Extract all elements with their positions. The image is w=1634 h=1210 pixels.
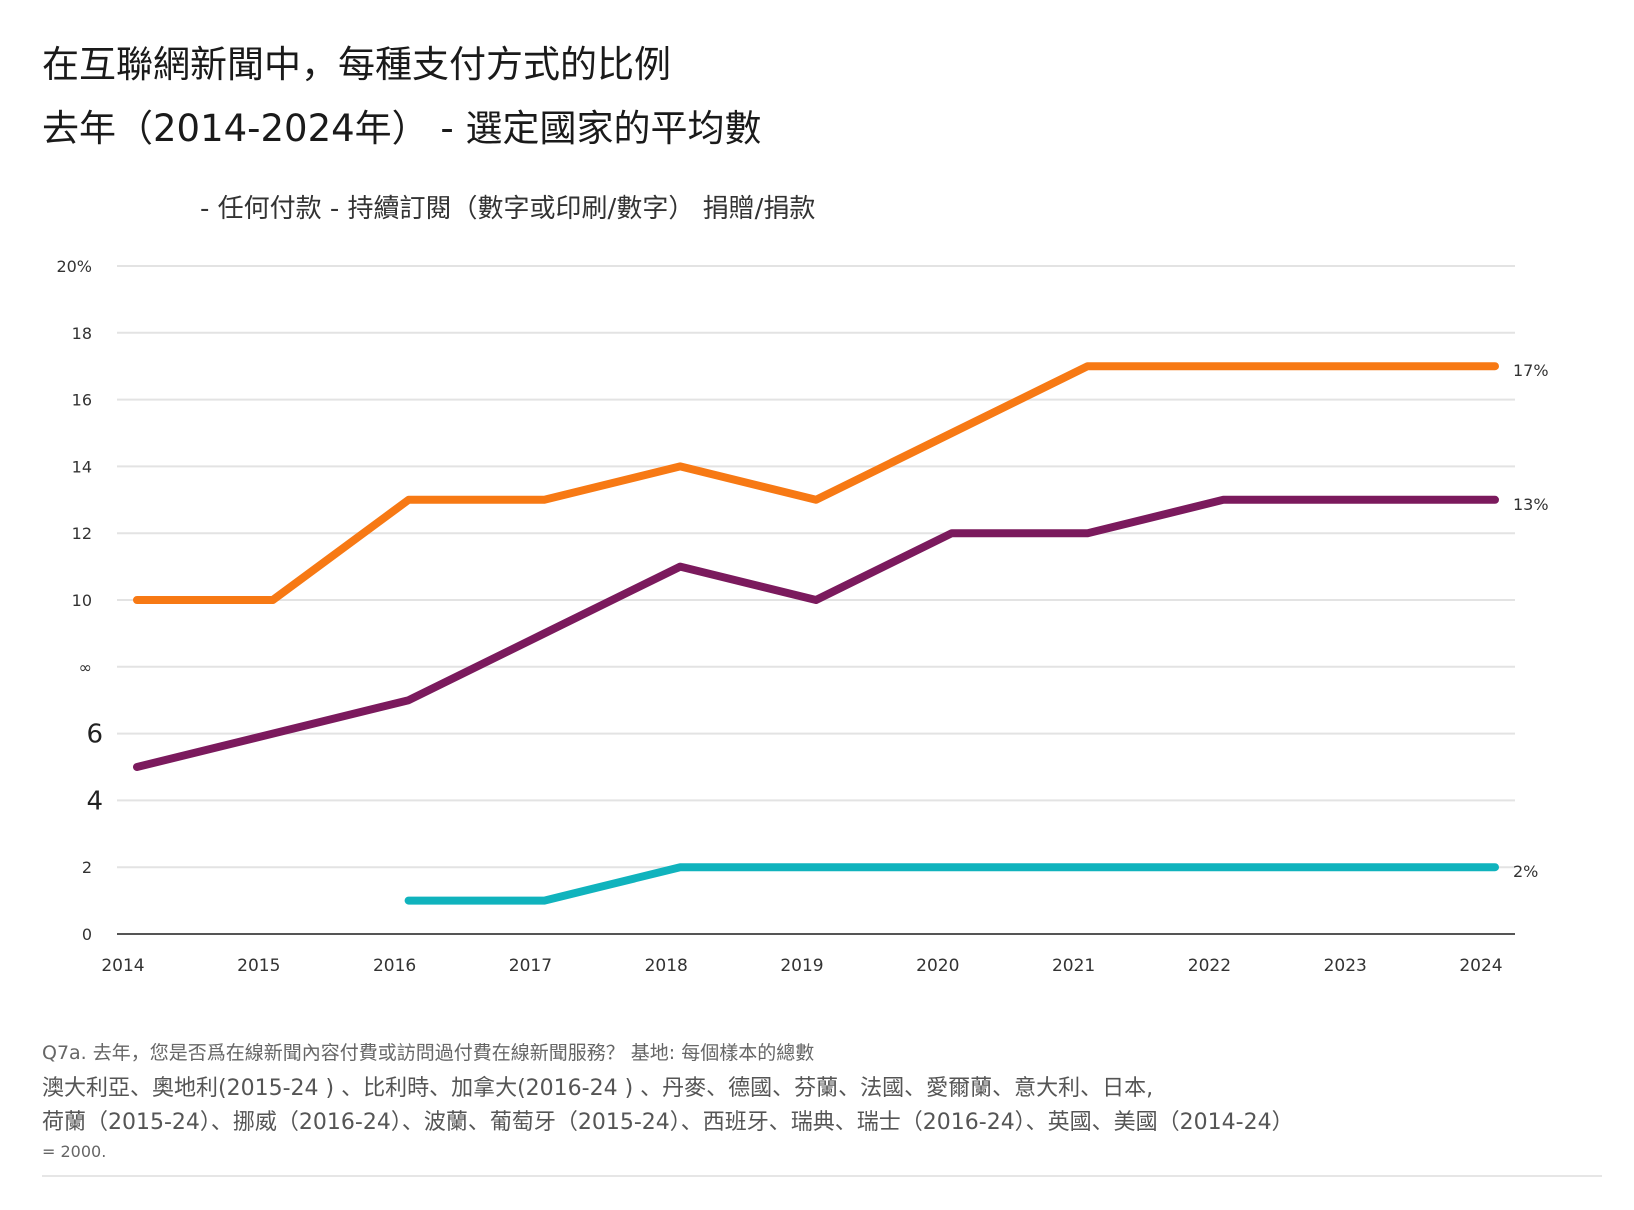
series-line-3 — [404, 863, 1499, 905]
x-tick-label: 2021 — [1052, 956, 1095, 976]
series-line-1 — [133, 362, 1499, 604]
y-tick-label: 4 — [86, 786, 103, 816]
chart-subtitle: 去年（2014-2024年） - 選定國家的平均數 — [42, 107, 762, 150]
end-label-2: 13% — [1513, 495, 1549, 514]
y-tick-label: ∞ — [79, 658, 92, 677]
footnote-countries-1: 澳大利亞、奧地利(2015-24 ) 、比利時、加拿大(2016-24 ) 、丹… — [42, 1076, 1154, 1101]
end-label-3: 2% — [1513, 862, 1538, 881]
x-tick-label: 2014 — [101, 956, 144, 976]
chart-title: 在互聯網新聞中，每種支付方式的比例 — [42, 43, 671, 86]
legend: - 任何付款 - 持續訂閱（數字或印刷/數字） 捐贈/捐款 — [200, 194, 816, 224]
y-tick-label: 2 — [82, 858, 92, 877]
x-tick-label: 2022 — [1188, 956, 1231, 976]
footnote-question: Q7a. 去年，您是否爲在線新聞內容付費或訪問過付費在線新聞服務？ 基地: 每個… — [42, 1042, 815, 1064]
x-tick-label: 2018 — [645, 956, 688, 976]
y-tick-label: 18 — [72, 324, 92, 343]
y-tick-label: 12 — [72, 524, 92, 543]
y-tick-label: 0 — [82, 925, 92, 944]
y-tick-label: 20% — [56, 257, 92, 276]
end-label-1: 17% — [1513, 361, 1549, 380]
line-chart: 0 2 4 6 ∞ 10 12 14 16 18 20% 2014 2015 2016 2017 2018 20… — [56, 257, 1549, 976]
x-tick-label: 2019 — [780, 956, 823, 976]
x-tick-label: 2015 — [237, 956, 280, 976]
footnote-countries-2: 荷蘭（2015-24）、挪威（2016-24）、波蘭、葡萄牙（2015-24）、… — [42, 1110, 1294, 1135]
series-line-2 — [133, 495, 1499, 771]
x-tick-label: 2024 — [1459, 956, 1502, 976]
y-tick-label: 10 — [72, 591, 92, 610]
x-tick-label: 2017 — [509, 956, 552, 976]
x-tick-label: 2016 — [373, 956, 416, 976]
y-tick-label: 6 — [86, 720, 103, 750]
x-tick-label: 2023 — [1324, 956, 1367, 976]
y-tick-label: 14 — [72, 457, 92, 476]
x-tick-label: 2020 — [916, 956, 959, 976]
bottom-divider — [42, 1175, 1602, 1177]
footnote-sample: = 2000. — [42, 1142, 107, 1161]
y-tick-label: 16 — [72, 391, 92, 410]
